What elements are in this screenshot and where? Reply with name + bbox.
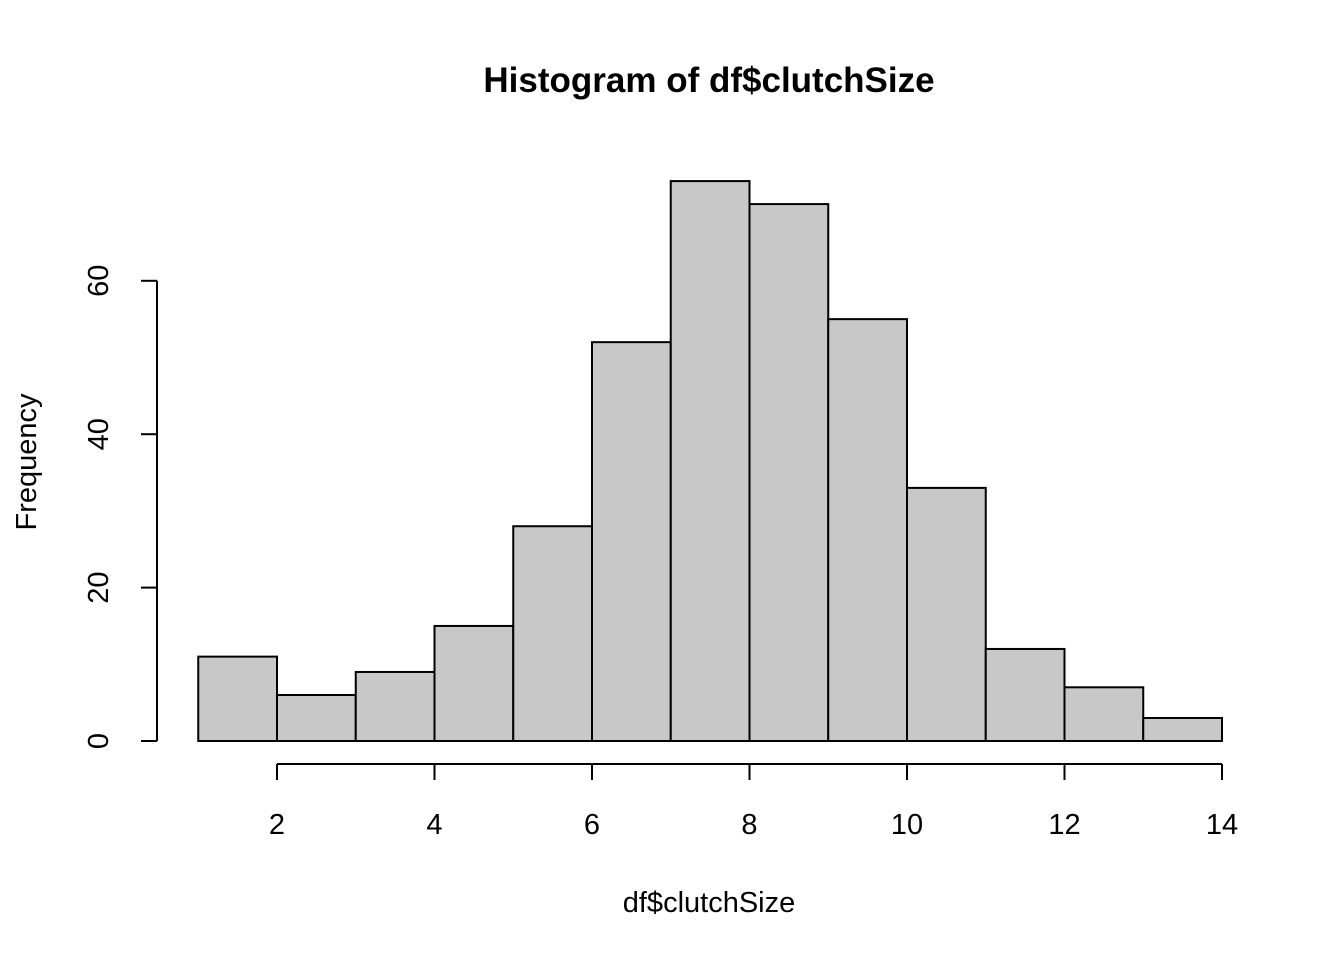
histogram-bar-6-7 bbox=[591, 341, 672, 742]
histogram-bar-8-9 bbox=[748, 203, 830, 743]
histogram-bar-10-11 bbox=[906, 486, 987, 743]
x-tick-label-4: 4 bbox=[426, 809, 442, 841]
y-axis-label: Frequency bbox=[11, 393, 43, 531]
bars-group bbox=[197, 180, 1223, 743]
y-tick-label-40: 40 bbox=[83, 418, 115, 450]
x-tick-label-2: 2 bbox=[269, 809, 285, 841]
x-tick-label-8: 8 bbox=[741, 809, 757, 841]
y-tick-label-0: 0 bbox=[83, 733, 115, 749]
histogram-bar-11-12 bbox=[984, 647, 1066, 743]
x-axis: 2 4 6 8 10 12 14 bbox=[269, 763, 1238, 841]
histogram-bar-2-3 bbox=[276, 693, 357, 742]
histogram-bar-9-10 bbox=[827, 318, 908, 742]
x-axis-label: df$clutchSize bbox=[623, 887, 796, 919]
y-axis: 0 20 40 60 bbox=[83, 265, 158, 749]
histogram-bar-5-6 bbox=[512, 525, 593, 742]
y-tick-label-60: 60 bbox=[83, 265, 115, 297]
histogram-bar-4-5 bbox=[433, 624, 515, 743]
x-tick-label-10: 10 bbox=[891, 809, 923, 841]
histogram-bar-12-13 bbox=[1063, 686, 1145, 742]
x-tick-label-6: 6 bbox=[584, 809, 600, 841]
histogram-bar-3-4 bbox=[354, 670, 436, 742]
y-tick-label-20: 20 bbox=[83, 571, 115, 603]
x-tick-label-14: 14 bbox=[1206, 809, 1238, 841]
histogram-bar-1-2 bbox=[197, 655, 278, 743]
histogram-bar-7-8 bbox=[669, 180, 751, 742]
chart-title: Histogram of df$clutchSize bbox=[483, 61, 934, 100]
histogram-bar-13-14 bbox=[1142, 716, 1223, 742]
x-tick-label-12: 12 bbox=[1048, 809, 1080, 841]
